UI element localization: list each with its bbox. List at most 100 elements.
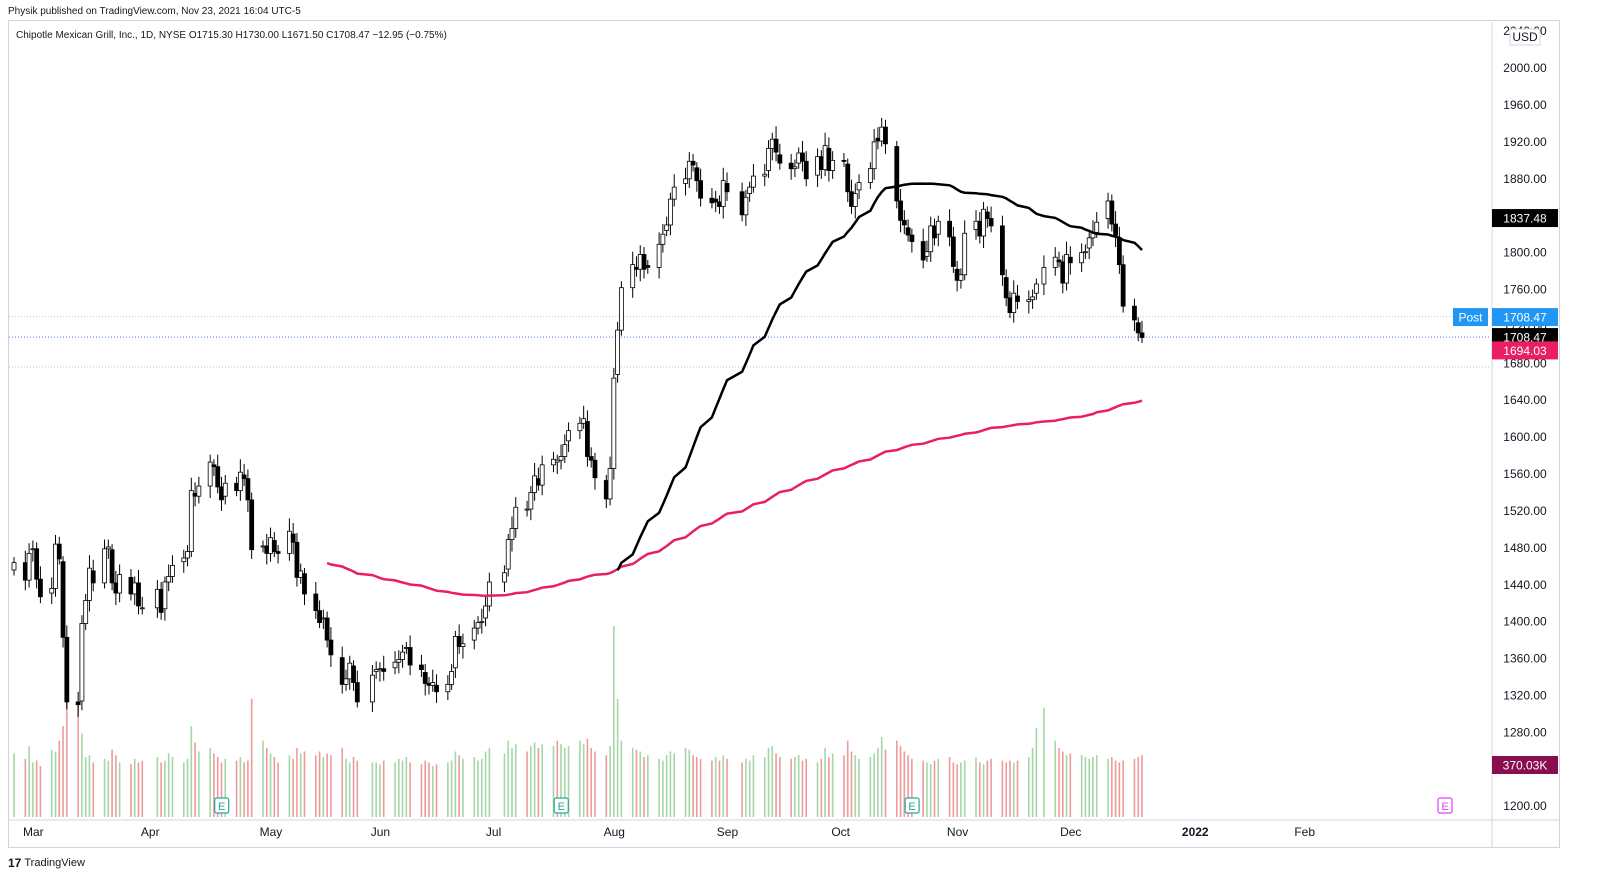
candle <box>471 619 477 650</box>
candle-body <box>588 456 594 461</box>
volume-bar <box>579 740 581 817</box>
candle <box>800 141 805 172</box>
candle <box>894 141 900 209</box>
volume-bar <box>190 726 193 817</box>
volume-bar <box>1118 762 1121 817</box>
candle-body <box>909 234 915 242</box>
candle <box>479 608 485 634</box>
candle-body <box>452 636 458 669</box>
earnings-marker[interactable]: E <box>904 797 920 814</box>
candle <box>102 539 107 589</box>
volume-bar <box>477 760 479 817</box>
volume-bar <box>937 758 940 817</box>
candle <box>558 444 564 470</box>
candle-body <box>26 552 32 581</box>
candle <box>1113 211 1118 248</box>
currency-label: USD <box>1512 30 1538 44</box>
tradingview-logo[interactable]: 17 TradingView <box>8 856 85 870</box>
volume-bar <box>978 762 981 817</box>
candle-body <box>294 541 300 578</box>
candle-body <box>686 160 692 180</box>
candle-body <box>630 264 636 289</box>
ma-fast-price-label-text: 1837.48 <box>1503 212 1547 226</box>
candle-body <box>766 147 771 171</box>
candle-body <box>935 220 941 235</box>
volume-bar <box>1122 760 1124 817</box>
post-price-label-box <box>1492 308 1558 327</box>
volume-bar <box>77 704 79 817</box>
candle-body <box>1064 254 1069 284</box>
y-tick-label: 1400.00 <box>1503 615 1547 629</box>
volume-bar <box>1061 751 1064 817</box>
volume-bar <box>767 747 770 817</box>
volume-bar <box>1088 758 1090 817</box>
y-tick-label: 1640.00 <box>1503 393 1547 407</box>
earnings-marker[interactable]: E <box>214 797 230 814</box>
grid-lines <box>9 316 1490 368</box>
candle <box>1064 241 1069 291</box>
candle-body <box>698 180 704 199</box>
volume-bar <box>1133 758 1136 817</box>
candle-body <box>950 236 956 267</box>
volume-bar <box>986 760 989 817</box>
x-tick-label: Feb <box>1294 825 1315 839</box>
volume-bar <box>775 753 777 817</box>
volume-bar <box>54 751 57 817</box>
volume-bar <box>1141 755 1143 817</box>
volume-bar <box>277 762 279 817</box>
candle <box>188 477 194 558</box>
candle-body <box>611 377 617 469</box>
volume-bar <box>1028 757 1030 817</box>
earnings-label: E <box>558 801 565 813</box>
candle-body <box>1109 200 1115 225</box>
volume-bar <box>1065 755 1068 817</box>
volume-bar <box>303 751 306 817</box>
earnings-marker[interactable]: E <box>1437 797 1453 814</box>
candle <box>981 201 986 249</box>
candle-body <box>509 528 515 540</box>
candle-body <box>981 208 986 237</box>
volume-bar <box>84 757 87 817</box>
candle <box>354 670 360 708</box>
candle-body <box>898 200 903 221</box>
candle <box>690 153 696 172</box>
x-tick-label: Apr <box>141 825 160 839</box>
candle-body <box>249 499 255 551</box>
volume-bar <box>435 764 438 817</box>
y-tick-label: 1360.00 <box>1503 652 1547 666</box>
volume-bar <box>371 762 374 817</box>
candle-body <box>354 682 360 703</box>
candle-body <box>245 478 251 501</box>
volume-bar <box>801 760 804 817</box>
candle <box>166 564 172 592</box>
chart-frame[interactable] <box>8 20 1560 848</box>
candle-body <box>645 265 651 268</box>
candle <box>924 240 930 262</box>
candle-body <box>392 661 398 669</box>
candle <box>505 534 511 577</box>
candle <box>668 192 673 236</box>
volume-bar <box>216 757 219 817</box>
candle <box>38 566 43 604</box>
candle-body <box>328 639 334 656</box>
x-tick-label: Sep <box>717 825 739 839</box>
candle <box>566 422 571 452</box>
candle <box>777 143 783 170</box>
candle <box>369 665 375 713</box>
candle-body <box>747 186 753 194</box>
volume-bar <box>794 757 796 817</box>
earnings-marker[interactable]: E <box>553 797 569 814</box>
candle-body <box>924 251 930 257</box>
volume-bar <box>699 758 702 817</box>
candle <box>34 542 40 589</box>
candle-body <box>1056 259 1062 263</box>
candle-body <box>803 160 809 180</box>
candle-body <box>984 211 990 219</box>
volume-bar <box>1005 762 1007 817</box>
candle <box>324 611 330 648</box>
earnings-label: E <box>908 801 915 813</box>
volume-bar <box>39 766 42 817</box>
candle-body <box>1139 332 1145 338</box>
moving-averages <box>326 182 1143 597</box>
